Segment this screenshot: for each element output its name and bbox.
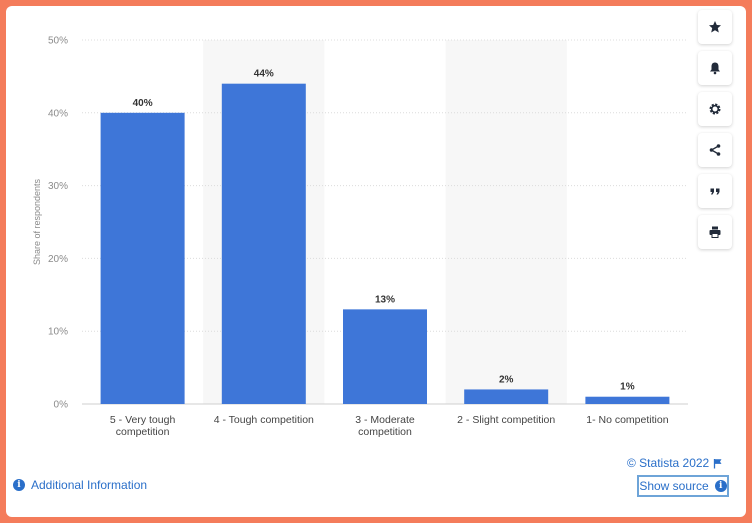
category-label: competition: [358, 426, 412, 438]
print-icon: [709, 226, 721, 238]
y-tick-label: 50%: [48, 36, 68, 47]
data-label: 13%: [375, 294, 395, 305]
additional-information-link[interactable]: i Additional Information: [13, 478, 147, 492]
bell-icon: [710, 62, 720, 75]
y-tick-label: 40%: [48, 108, 68, 119]
category-label: 4 - Tough competition: [214, 414, 314, 426]
share-icon: [709, 144, 721, 156]
info-icon: i: [714, 480, 727, 492]
quote-icon: [710, 188, 720, 195]
show-source-button[interactable]: Show source i: [637, 475, 729, 497]
y-tick-label: 10%: [48, 327, 68, 338]
y-axis-title: Share of respondents: [32, 178, 42, 265]
info-icon: i: [13, 479, 25, 491]
data-label: 2%: [499, 374, 514, 385]
show-source-label: Show source: [639, 479, 709, 493]
data-label: 44%: [254, 69, 274, 80]
print-button[interactable]: [698, 215, 732, 249]
data-label: 1%: [620, 382, 635, 393]
category-label: 5 - Very tough: [110, 414, 176, 426]
cite-button[interactable]: [698, 174, 732, 208]
category-band: [445, 40, 567, 404]
gear-icon: [709, 103, 721, 115]
y-tick-label: 0%: [54, 400, 69, 411]
bar: [221, 83, 306, 405]
bar: [585, 396, 670, 404]
star-icon: [709, 21, 721, 33]
y-tick-label: 20%: [48, 254, 68, 265]
favorite-button[interactable]: [698, 10, 732, 44]
y-tick-label: 30%: [48, 181, 68, 192]
chart-toolbar: [698, 10, 734, 256]
flag-icon: [714, 458, 722, 468]
bar: [464, 389, 549, 404]
share-button[interactable]: [698, 133, 732, 167]
data-label: 40%: [133, 98, 153, 109]
settings-button[interactable]: [698, 92, 732, 126]
copyright-link[interactable]: © Statista 2022: [627, 456, 723, 470]
bar: [343, 309, 427, 404]
category-label: 1- No competition: [586, 414, 668, 426]
category-label: competition: [116, 426, 170, 438]
category-label: 3 - Moderate: [355, 414, 415, 426]
bar: [100, 112, 185, 405]
copyright-text: © Statista 2022: [627, 456, 710, 470]
notification-button[interactable]: [698, 51, 732, 85]
additional-information-label: Additional Information: [31, 478, 148, 492]
category-label: 2 - Slight competition: [457, 414, 555, 426]
